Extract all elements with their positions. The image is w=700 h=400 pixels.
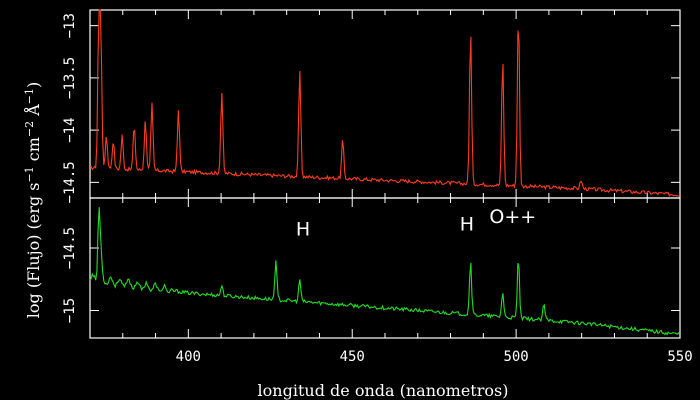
y-axis-label-part: )	[24, 82, 43, 88]
spectrum-line	[89, 207, 681, 336]
y-axis-label-part: −2	[23, 121, 36, 137]
x-axis-label: longitud de onda (nanometros)	[258, 381, 509, 400]
y-tick-label: −14	[62, 117, 78, 142]
spectrum-line	[89, 9, 680, 197]
y-tick-label: −14.5	[62, 227, 78, 269]
x-tick-labels: 400 450 500 550	[176, 349, 693, 365]
y-axis-label-part: log (Flujo) (erg s	[24, 183, 43, 319]
x-tick-label: 400	[176, 349, 201, 365]
bottom-panel: −15 −14.5 H H O++	[62, 197, 681, 339]
y-tick-label: −13	[62, 13, 78, 38]
y-tick-label: −15	[62, 298, 78, 323]
line-annotation: H	[296, 219, 310, 241]
y-axis-label-part: Å	[23, 104, 43, 121]
line-annotation: O++	[489, 206, 536, 228]
y-tick-label: −14.5	[62, 161, 78, 203]
y-axis-label: log (Flujo) (erg s−1 cm−2 Å−1)	[23, 82, 44, 318]
x-tick-label: 500	[503, 349, 528, 365]
y-axis-label-part: cm	[24, 137, 43, 166]
y-axis-label-part: −1	[23, 88, 36, 104]
y-axis-label-part: −1	[23, 166, 36, 182]
line-annotation: H	[460, 214, 474, 236]
y-tick-label: −13.5	[62, 57, 78, 99]
x-tick-label: 450	[340, 349, 365, 365]
x-tick-label: 550	[667, 349, 692, 365]
